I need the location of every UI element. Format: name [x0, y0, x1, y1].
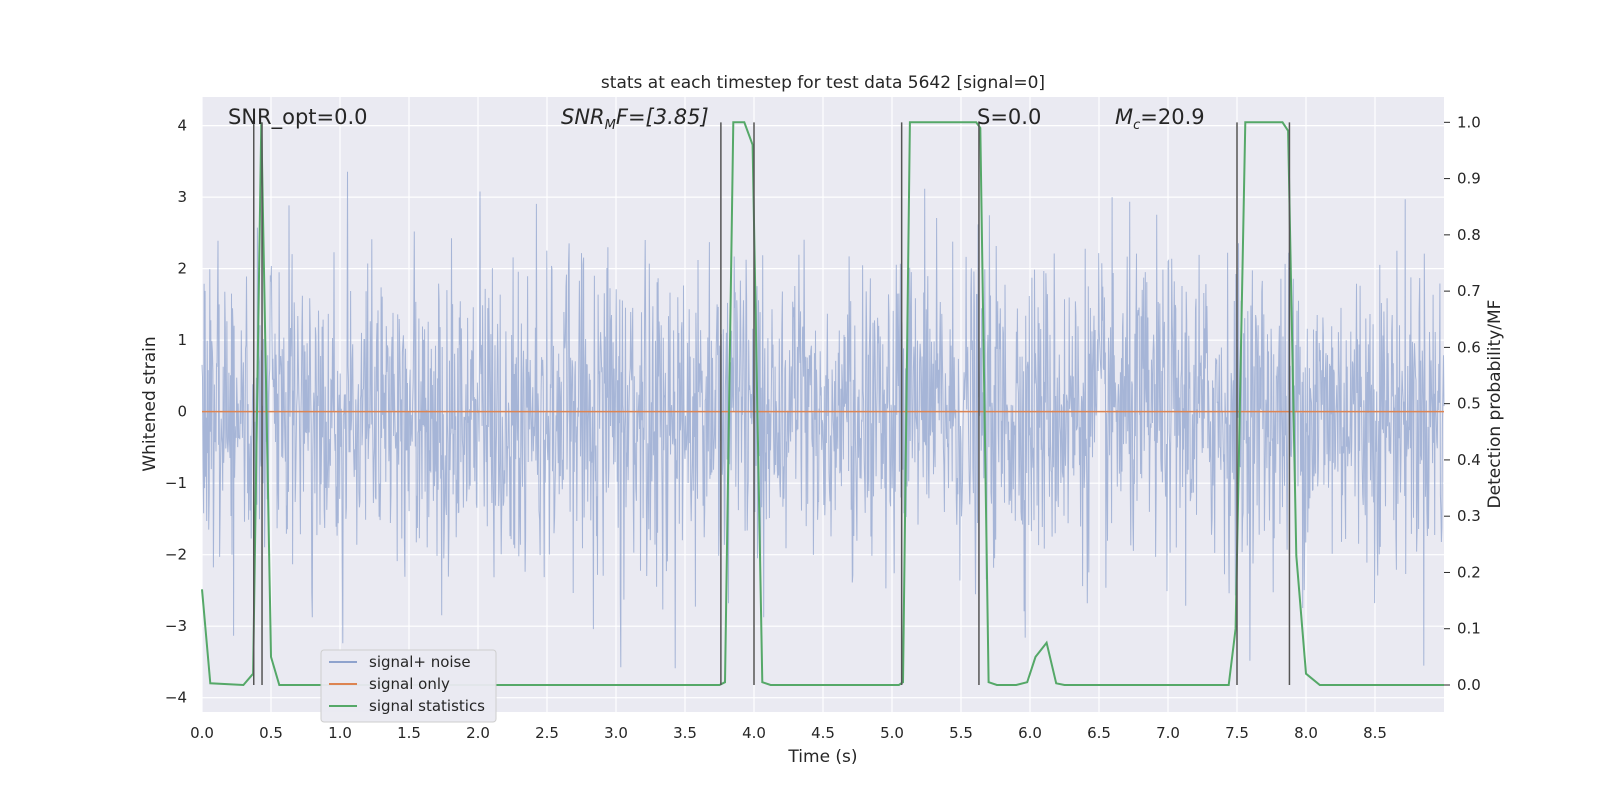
y2-tick-label: 0.6: [1457, 338, 1481, 356]
annotation-snr-mf: SNRMF=[3.85]: [561, 105, 709, 133]
y2-tick-label: 0.9: [1457, 170, 1481, 188]
y2-axis-label: Detection probability/MF: [1485, 300, 1505, 509]
y-tick-label: −2: [165, 546, 187, 564]
x-tick-label: 7.5: [1225, 724, 1249, 742]
x-tick-label: 5.5: [949, 724, 973, 742]
x-tick-label: 7.0: [1156, 724, 1180, 742]
y2-axis-ticks: 1.0 0.9 0.8 0.7 0.6 0.5 0.4 0.3 0.2 0.1 0.0: [1444, 113, 1481, 694]
x-axis-ticks: 0.0 0.5 1.0 1.5 2.0 2.5 3.0 3.5 4.0 4.5 5.0 5.5 6.0 6…: [190, 724, 1387, 742]
y2-tick-label: 0.3: [1457, 507, 1481, 525]
x-tick-label: 0.0: [190, 724, 214, 742]
y-tick-label: −3: [165, 617, 187, 635]
x-tick-label: 6.5: [1087, 724, 1111, 742]
annotation-mc: Mc=20.9: [1115, 105, 1205, 133]
y2-tick-label: 0.1: [1457, 620, 1481, 638]
y-tick-label: 0: [177, 403, 187, 421]
y-tick-label: −4: [165, 689, 187, 707]
legend-label-signal-statistics: signal statistics: [369, 697, 485, 715]
x-tick-label: 4.5: [811, 724, 835, 742]
legend: signal+ noise signal only signal statist…: [320, 649, 497, 723]
y2-tick-label: 0.8: [1457, 226, 1481, 244]
vertical-markers: [253, 122, 1291, 685]
x-axis-label: Time (s): [787, 747, 857, 767]
y-tick-label: 2: [177, 260, 187, 278]
x-tick-label: 2.5: [535, 724, 559, 742]
x-tick-label: 2.0: [466, 724, 490, 742]
y-tick-label: −1: [165, 474, 187, 492]
y2-tick-label: 0.4: [1457, 451, 1481, 469]
y2-tick-label: 1.0: [1457, 113, 1481, 131]
y2-tick-label: 0.0: [1457, 676, 1481, 694]
y-axis-label: Whitened strain: [140, 336, 160, 471]
x-tick-label: 3.5: [673, 724, 697, 742]
y-axis-ticks: 4 3 2 1 0 −1 −2 −3 −4: [165, 117, 187, 707]
x-tick-label: 6.0: [1018, 724, 1042, 742]
y-tick-label: 4: [177, 117, 187, 135]
legend-label-signal-noise: signal+ noise: [369, 653, 471, 671]
chart-title: stats at each timestep for test data 564…: [601, 73, 1045, 93]
legend-box: [320, 649, 497, 723]
y-tick-label: 3: [177, 188, 187, 206]
annotation-s: S=0.0: [977, 105, 1041, 129]
x-tick-label: 1.5: [397, 724, 421, 742]
x-tick-label: 1.0: [328, 724, 352, 742]
x-tick-label: 5.0: [880, 724, 904, 742]
y-tick-label: 1: [177, 331, 187, 349]
x-tick-label: 8.5: [1363, 724, 1387, 742]
x-tick-label: 4.0: [742, 724, 766, 742]
x-tick-label: 0.5: [259, 724, 283, 742]
y2-tick-label: 0.2: [1457, 563, 1481, 581]
legend-label-signal-only: signal only: [369, 675, 450, 693]
y2-tick-label: 0.5: [1457, 395, 1481, 413]
x-tick-label: 3.0: [604, 724, 628, 742]
y2-tick-label: 0.7: [1457, 282, 1481, 300]
annotation-snr-opt: SNR_opt=0.0: [228, 105, 368, 130]
x-tick-label: 8.0: [1294, 724, 1318, 742]
